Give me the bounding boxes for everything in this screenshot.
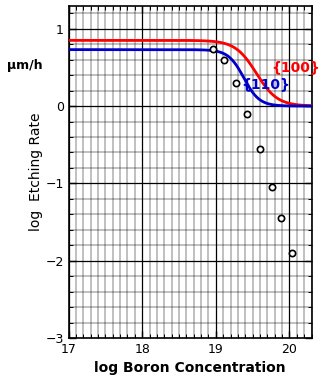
Text: {100}: {100} bbox=[271, 61, 320, 74]
Text: {110}: {110} bbox=[242, 77, 291, 91]
Text: μm/h: μm/h bbox=[7, 59, 43, 72]
X-axis label: log Boron Concentration: log Boron Concentration bbox=[94, 362, 286, 375]
Y-axis label: log  Etching Rate: log Etching Rate bbox=[29, 112, 42, 231]
